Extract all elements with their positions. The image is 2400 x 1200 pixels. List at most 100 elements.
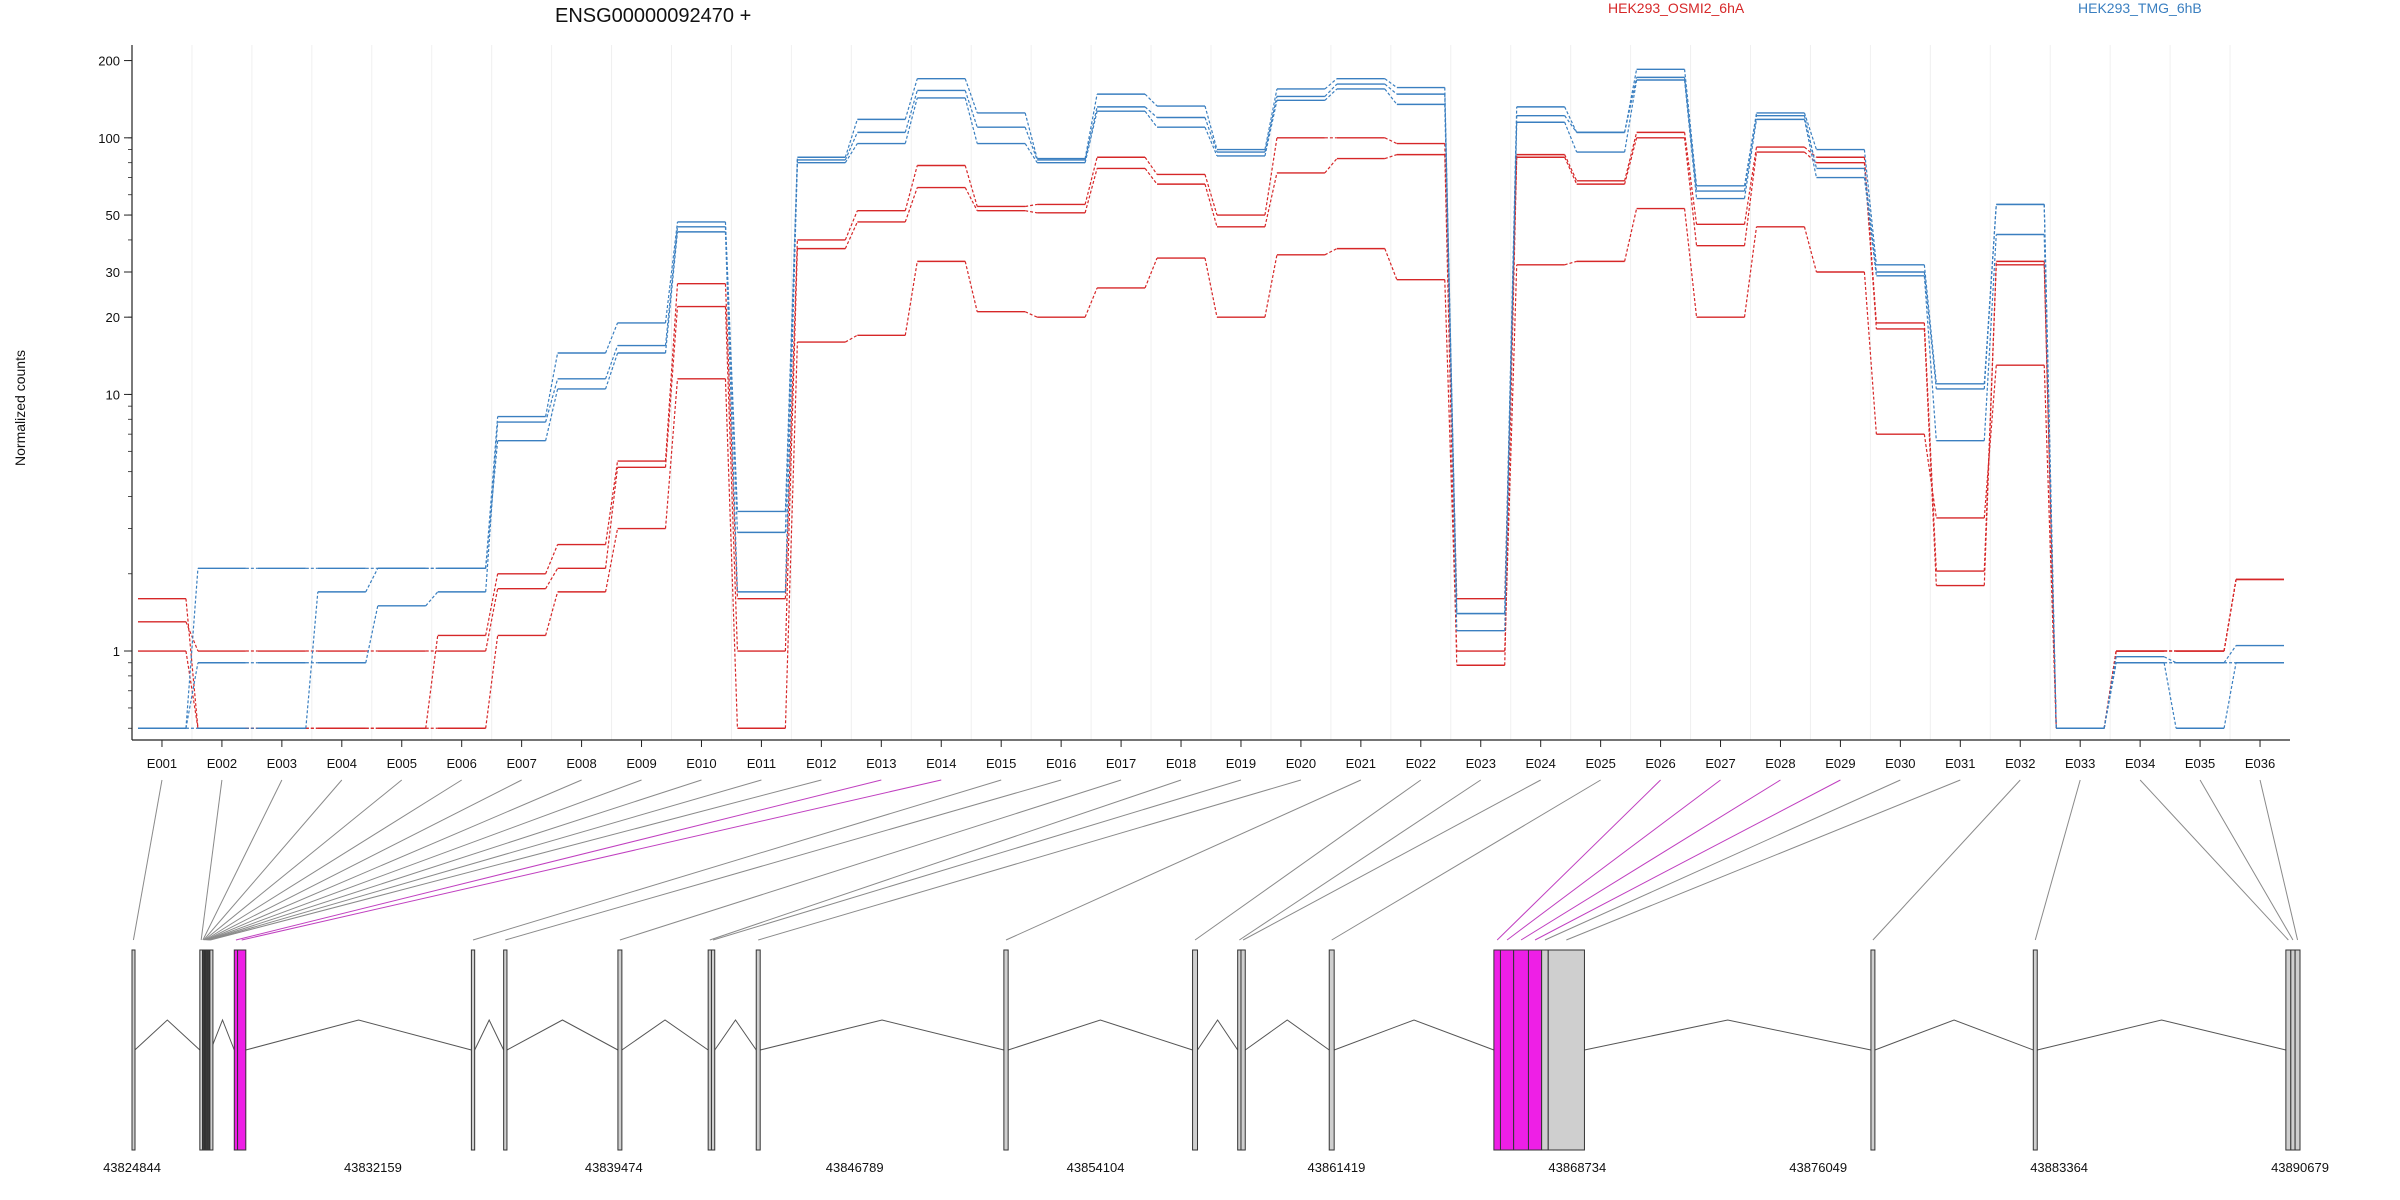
exon-block-e035 <box>2290 949 2296 1151</box>
series-connector <box>1384 83 1398 95</box>
exon-connector <box>1194 779 1422 941</box>
series-connector <box>1743 147 1758 225</box>
series-connector <box>305 591 319 729</box>
series-connector <box>964 90 978 128</box>
series-connector <box>964 261 978 312</box>
series-connector <box>545 388 559 441</box>
exon-block-e016 <box>503 949 508 1151</box>
series-connector <box>1144 168 1158 185</box>
exon-connector <box>207 779 642 941</box>
series-connector <box>784 342 798 729</box>
series-connector <box>1084 168 1098 214</box>
exon-label-e007: E007 <box>506 756 536 771</box>
intron-line <box>1244 1019 1330 1051</box>
series-connector <box>664 378 679 529</box>
series-connector <box>784 248 798 652</box>
series-connector <box>604 352 619 390</box>
exon-connector <box>210 779 822 941</box>
series-connector <box>1564 260 1577 266</box>
axes-layer: 1 10 20 30 50 100 200 E001 E002 E003 E004 E005 E006 E… <box>98 45 2290 771</box>
series-connector <box>1923 328 1937 586</box>
series-layer <box>137 68 2285 729</box>
exon-label-e017: E017 <box>1106 756 1136 771</box>
series-connector <box>1743 119 1758 199</box>
series-connector <box>1204 183 1218 227</box>
series-connector <box>1384 137 1398 145</box>
intron-line <box>621 1019 709 1051</box>
series-connector <box>1444 279 1458 652</box>
series-connector <box>1504 264 1518 652</box>
series-connector <box>1144 110 1158 128</box>
series-connector <box>1624 137 1638 185</box>
series-connector <box>545 591 559 636</box>
y-axis-label: Normalized counts <box>12 350 28 466</box>
exon-label-e028: E028 <box>1765 756 1795 771</box>
exon-connector <box>2034 779 2081 941</box>
series-connector <box>964 78 978 114</box>
y-tick-label: 50 <box>106 208 120 223</box>
series-connector <box>1084 111 1098 163</box>
genomic-coordinate-label: 43890679 <box>2271 1160 2329 1175</box>
exon-block-e014 <box>237 949 247 1151</box>
series-connector <box>1624 79 1638 153</box>
exon-block-e021 <box>1003 949 1009 1151</box>
exon-block-e017 <box>617 949 623 1151</box>
series-connector <box>724 283 739 599</box>
exon-block-e027 <box>1499 949 1515 1151</box>
series-connector <box>2223 579 2237 652</box>
series-connector <box>964 97 978 144</box>
series-connector <box>425 591 439 607</box>
series-connector <box>1743 115 1758 192</box>
exon-label-e031: E031 <box>1945 756 1975 771</box>
series-connector <box>1324 158 1338 174</box>
series-connector <box>1144 93 1158 107</box>
series-connector <box>1683 137 1698 246</box>
exon-label-e029: E029 <box>1825 756 1855 771</box>
exon-connector <box>200 779 223 941</box>
exon-label-e033: E033 <box>2065 756 2095 771</box>
series-connector <box>1804 146 1817 158</box>
exon-block-e020 <box>755 949 761 1151</box>
series-connector <box>1264 88 1278 150</box>
series-connector <box>844 132 858 161</box>
genomic-coordinate-label: 43854104 <box>1067 1160 1125 1175</box>
series-connector <box>1024 126 1038 161</box>
series-connector <box>1024 112 1038 159</box>
exon-label-e008: E008 <box>566 756 596 771</box>
series-connector <box>1804 151 1817 164</box>
series-connector <box>185 598 199 729</box>
exon-label-e014: E014 <box>926 756 956 771</box>
y-tick-label: 200 <box>98 54 120 69</box>
series-connector <box>1923 275 1937 441</box>
exon-connector <box>204 779 403 941</box>
series-connector <box>1683 132 1698 225</box>
series-connector <box>1683 77 1698 192</box>
series-connector <box>2103 650 2117 729</box>
series-5 <box>137 79 2285 729</box>
series-connector <box>1444 104 1458 631</box>
y-tick-label: 100 <box>98 131 120 146</box>
series-connector <box>1863 177 1877 276</box>
genomic-coordinate-label: 43846789 <box>826 1160 884 1175</box>
series-connector <box>904 78 918 120</box>
series-connector <box>1324 83 1338 97</box>
exon-connector <box>619 779 1122 941</box>
series-connector <box>1384 248 1398 280</box>
exon-block-e024 <box>1240 949 1246 1151</box>
series-connector <box>904 97 918 144</box>
series-connector <box>1384 88 1398 105</box>
exon-label-e003: E003 <box>267 756 297 771</box>
series-connector <box>185 568 199 729</box>
exon-connector <box>1534 779 1841 941</box>
series-connector <box>1025 203 1038 208</box>
series-connector <box>724 306 739 652</box>
series-connector <box>724 221 739 512</box>
series-connector <box>964 187 978 211</box>
y-tick-label: 20 <box>106 310 120 325</box>
gene-model: 43824844 43832159 43839474 43846789 43854104… <box>103 949 2329 1175</box>
intron-line <box>1874 1019 2034 1051</box>
exon-label-e027: E027 <box>1705 756 1735 771</box>
series-connector <box>485 573 499 636</box>
intron-line <box>1584 1019 1872 1051</box>
series-connector <box>1144 106 1158 118</box>
